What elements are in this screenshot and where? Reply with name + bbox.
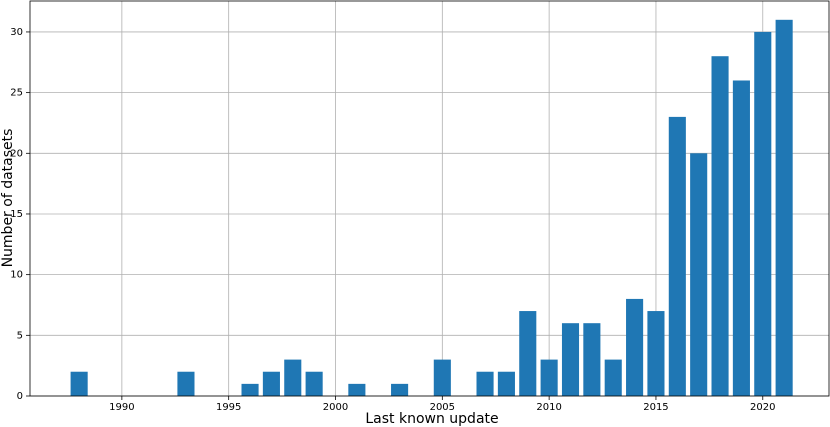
bar	[70, 371, 88, 396]
bar	[711, 56, 729, 396]
plot-frame	[29, 0, 830, 397]
bar	[348, 383, 366, 396]
bar	[647, 311, 665, 396]
y-tick-label: 15	[10, 209, 23, 220]
y-axis-label: Number of datasets	[0, 129, 16, 268]
bar	[476, 371, 494, 396]
bar	[284, 359, 302, 396]
x-tick-label: 2005	[430, 402, 455, 413]
y-tick-label: 10	[10, 270, 23, 281]
y-tick-label: 25	[10, 88, 23, 99]
bar	[497, 371, 515, 396]
x-tick-label: 2015	[643, 402, 668, 413]
bar	[604, 359, 622, 396]
bar	[583, 323, 601, 396]
bar	[177, 371, 195, 396]
bar	[754, 31, 772, 396]
bar	[305, 371, 323, 396]
bar	[433, 359, 451, 396]
bar	[775, 19, 793, 397]
x-tick-label: 2020	[750, 402, 775, 413]
bar	[732, 80, 750, 396]
x-tick-label: 1990	[109, 402, 134, 413]
y-tick-label: 0	[17, 391, 23, 402]
bar	[262, 371, 280, 396]
y-tick-label: 20	[10, 148, 23, 159]
y-tick-label: 5	[17, 330, 23, 341]
x-tick-label: 2010	[536, 402, 561, 413]
bar	[668, 116, 686, 397]
y-tick-label: 30	[10, 27, 23, 38]
x-tick-label: 2000	[323, 402, 348, 413]
bar	[241, 383, 259, 396]
bar	[561, 323, 580, 396]
bar	[519, 311, 537, 396]
bar	[690, 153, 708, 396]
bar	[626, 298, 644, 396]
bar	[540, 359, 558, 396]
bar	[391, 383, 409, 396]
x-axis-label: Last known update	[365, 411, 498, 427]
x-tick-label: 1995	[216, 402, 241, 413]
